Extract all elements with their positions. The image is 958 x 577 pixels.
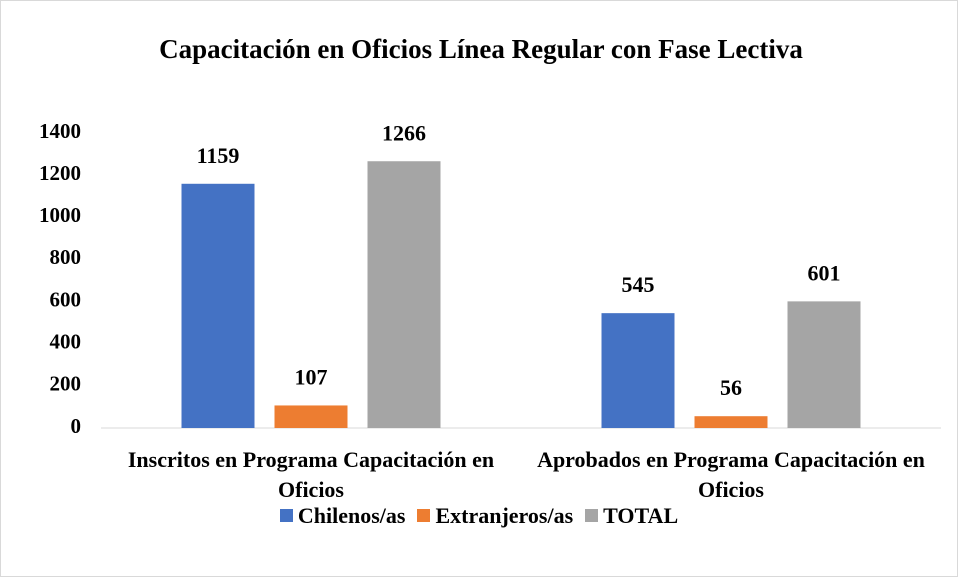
legend-swatch bbox=[417, 509, 431, 522]
legend-label: Chilenos/as bbox=[297, 503, 406, 528]
bar bbox=[274, 405, 348, 428]
y-tick-label: 600 bbox=[50, 287, 82, 311]
bar bbox=[787, 301, 861, 428]
legend-entry: TOTAL bbox=[585, 503, 678, 529]
y-tick-label: 0 bbox=[71, 414, 82, 438]
y-tick-label: 1000 bbox=[39, 203, 81, 227]
y-tick-label: 1400 bbox=[39, 119, 81, 143]
x-tick-label: Inscritos en Programa Capacitación en Of… bbox=[127, 447, 495, 502]
bar bbox=[181, 183, 255, 428]
chart-title: Capacitación en Oficios Línea Regular co… bbox=[159, 34, 803, 64]
data-label: 601 bbox=[808, 260, 841, 285]
data-label: 1159 bbox=[197, 143, 240, 168]
data-label: 545 bbox=[622, 272, 655, 297]
legend-entry: Chilenos/as bbox=[279, 503, 406, 529]
y-tick-label: 400 bbox=[50, 330, 82, 354]
legend: Chilenos/as Extranjeros/as TOTAL bbox=[1, 503, 957, 529]
bar bbox=[367, 161, 441, 428]
y-tick-label: 800 bbox=[50, 245, 82, 269]
y-tick-label: 1200 bbox=[39, 161, 81, 185]
legend-entry: Extranjeros/as bbox=[417, 503, 573, 529]
legend-swatch bbox=[585, 509, 599, 522]
legend-swatch bbox=[279, 509, 293, 522]
data-label: 107 bbox=[295, 365, 328, 390]
y-tick-label: 200 bbox=[50, 372, 82, 396]
x-tick-label: Aprobados en Programa Capacitación en Of… bbox=[537, 447, 925, 502]
data-label: 1266 bbox=[382, 120, 426, 145]
bar bbox=[601, 313, 675, 428]
bar bbox=[694, 416, 768, 428]
legend-label: TOTAL bbox=[603, 503, 679, 528]
legend-label: Extranjeros/as bbox=[435, 503, 574, 528]
data-label: 56 bbox=[720, 375, 742, 400]
